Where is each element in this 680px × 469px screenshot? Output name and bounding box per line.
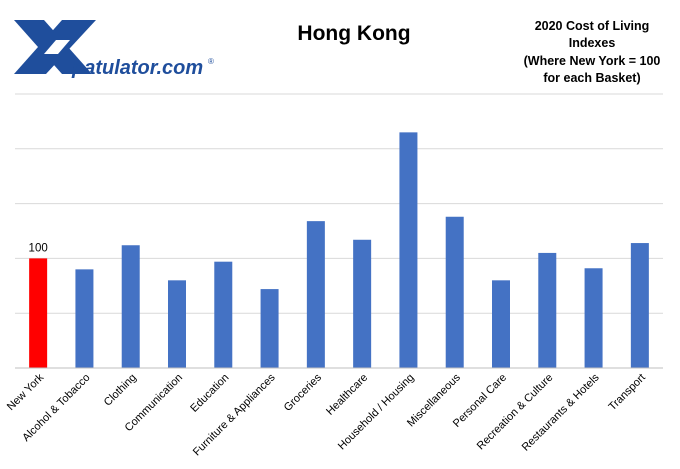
x-tick-label: Transport [606, 372, 647, 413]
bar-household-housing [399, 132, 418, 368]
header-note-line: Indexes [569, 36, 616, 50]
bar-new-york [29, 258, 48, 368]
x-tick-label: Household / Housing [336, 372, 417, 453]
logo-x-cut [44, 40, 70, 54]
x-tick-label: Groceries [282, 371, 325, 414]
bar-furniture-appliances [260, 289, 279, 368]
data-label: 100 [29, 242, 48, 254]
bar-healthcare [353, 239, 372, 368]
bar-transport [630, 243, 649, 368]
data-labels: 100 [29, 242, 48, 254]
header-note-line: (Where New York = 100 [524, 54, 661, 68]
gridlines [15, 93, 663, 314]
x-tick-label: Clothing [102, 372, 139, 409]
logo-text: patulator.com [71, 57, 203, 79]
header-note-line: for each Basket) [543, 71, 640, 85]
logo-registered-mark: ® [208, 57, 214, 66]
bar-alcohol-tobacco [75, 269, 94, 368]
bars [29, 132, 649, 368]
x-tick-label: Restaurants & Hotels [520, 371, 602, 453]
header-note: 2020 Cost of Living Indexes (Where New Y… [524, 19, 661, 85]
x-tick-label: Education [188, 372, 231, 415]
bar-miscellaneous [445, 216, 464, 368]
x-tick-label: Healthcare [324, 372, 370, 418]
chart-title: Hong Kong [297, 22, 410, 45]
bar-communication [168, 280, 186, 368]
bar-education [214, 261, 233, 368]
bar-groceries [306, 221, 325, 368]
bar-recreation-culture [538, 252, 557, 368]
x-tick-label: Recreation & Culture [475, 372, 556, 453]
bar-personal-care [492, 280, 510, 368]
x-tick-label: Furniture & Appliances [191, 371, 278, 458]
xpatulator-logo[interactable]: patulator.com ® [14, 20, 214, 79]
x-tick-label: New York [5, 371, 47, 413]
bar-clothing [121, 245, 140, 368]
bar-restaurants-hotels [584, 268, 603, 368]
header-note-line: 2020 Cost of Living [535, 19, 650, 33]
